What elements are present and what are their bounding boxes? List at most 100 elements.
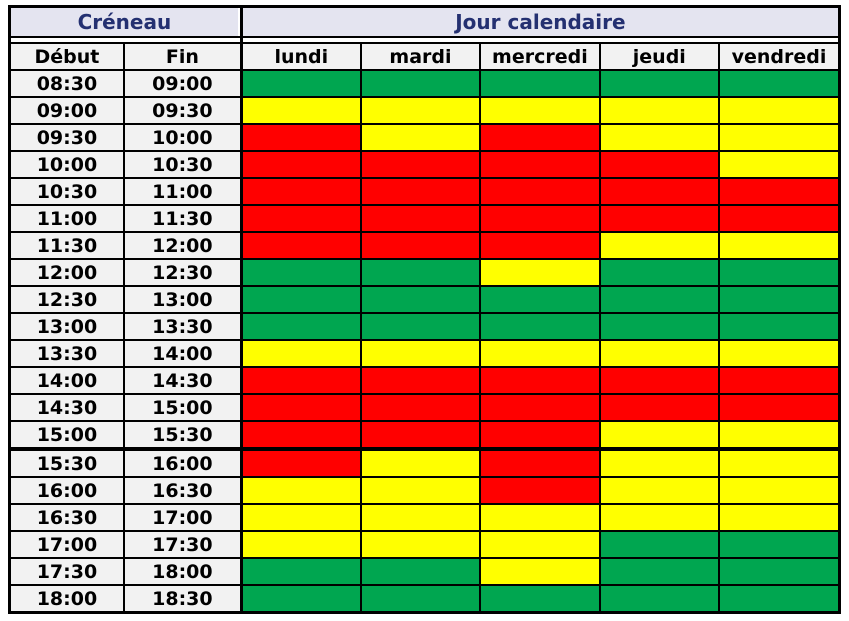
debut-time-cell: 12:00: [8, 258, 125, 287]
slot-cell-mardi-15:30: [359, 448, 482, 478]
slot-cell-jeudi-18:00: [598, 584, 721, 614]
fin-time-cell: 12:30: [122, 258, 243, 287]
slot-cell-lundi-17:00: [239, 530, 362, 559]
fin-time-cell: 13:30: [122, 312, 243, 341]
slot-cell-mardi-13:30: [359, 339, 482, 368]
slot-cell-lundi-18:00: [239, 584, 362, 614]
slot-cell-vendredi-15:30: [718, 448, 841, 478]
fin-time-cell: 17:30: [122, 530, 243, 559]
slot-cell-vendredi-09:30: [718, 123, 841, 152]
slot-cell-vendredi-14:00: [718, 366, 841, 395]
slot-cell-mercredi-14:30: [479, 393, 601, 422]
fin-time-cell: 11:30: [122, 204, 243, 233]
fin-column-header: Fin: [122, 42, 243, 71]
timeslot-row-10:30: 10:30 11:00: [8, 177, 841, 206]
slot-cell-vendredi-10:30: [718, 177, 841, 206]
slot-cell-vendredi-08:30: [718, 69, 841, 98]
slot-cell-jeudi-09:30: [598, 123, 721, 152]
slot-cell-lundi-16:30: [239, 503, 362, 532]
slot-cell-mercredi-18:00: [479, 584, 601, 614]
slot-cell-vendredi-16:00: [718, 476, 841, 505]
timeslot-row-08:30: 08:30 09:00: [8, 69, 841, 98]
slot-cell-mardi-12:30: [359, 285, 482, 314]
slot-cell-lundi-14:00: [239, 366, 362, 395]
timeslot-row-10:00: 10:00 10:30: [8, 150, 841, 179]
slot-cell-lundi-17:30: [239, 557, 362, 586]
slot-cell-jeudi-14:30: [598, 393, 721, 422]
slot-cell-mercredi-15:00: [479, 420, 601, 451]
slot-cell-lundi-11:00: [239, 204, 362, 233]
timeslot-rows: 08:30 09:00 09:00 09:30 09:30 10:00 10:00 10:30…: [8, 69, 841, 614]
slot-cell-mardi-13:00: [359, 312, 482, 341]
slot-cell-mercredi-10:30: [479, 177, 601, 206]
slot-cell-mercredi-12:30: [479, 285, 601, 314]
slot-cell-jeudi-12:00: [598, 258, 721, 287]
slot-cell-jeudi-16:00: [598, 476, 721, 505]
slot-cell-jeudi-09:00: [598, 96, 721, 125]
slot-cell-vendredi-17:30: [718, 557, 841, 586]
slot-cell-vendredi-09:00: [718, 96, 841, 125]
slot-cell-vendredi-12:00: [718, 258, 841, 287]
timeslot-row-12:00: 12:00 12:30: [8, 258, 841, 287]
slot-cell-jeudi-12:30: [598, 285, 721, 314]
slot-cell-mercredi-09:30: [479, 123, 601, 152]
fin-time-cell: 14:30: [122, 366, 243, 395]
slot-cell-mercredi-10:00: [479, 150, 601, 179]
slot-cell-mercredi-08:30: [479, 69, 601, 98]
slot-cell-lundi-16:00: [239, 476, 362, 505]
availability-table: Créneau Jour calendaire Début Fin lundi …: [8, 5, 841, 614]
debut-column-header: Début: [8, 42, 125, 71]
slot-cell-mercredi-14:00: [479, 366, 601, 395]
slot-cell-mercredi-09:00: [479, 96, 601, 125]
timeslot-row-09:00: 09:00 09:30: [8, 96, 841, 125]
slot-cell-lundi-09:00: [239, 96, 362, 125]
debut-time-cell: 14:00: [8, 366, 125, 395]
slot-cell-mercredi-16:00: [479, 476, 601, 505]
debut-time-cell: 09:00: [8, 96, 125, 125]
slot-cell-mardi-11:00: [359, 204, 482, 233]
fin-time-cell: 09:00: [122, 69, 243, 98]
slot-cell-mardi-12:00: [359, 258, 482, 287]
slot-cell-jeudi-14:00: [598, 366, 721, 395]
slot-cell-jeudi-10:30: [598, 177, 721, 206]
timeslot-row-14:00: 14:00 14:30: [8, 366, 841, 395]
slot-cell-jeudi-08:30: [598, 69, 721, 98]
slot-cell-vendredi-18:00: [718, 584, 841, 614]
slot-cell-lundi-15:30: [239, 448, 362, 478]
debut-time-cell: 08:30: [8, 69, 125, 98]
slot-cell-mercredi-16:30: [479, 503, 601, 532]
fin-time-cell: 18:30: [122, 584, 243, 614]
slot-cell-lundi-12:00: [239, 258, 362, 287]
creneau-group-label: Créneau: [11, 8, 238, 36]
slot-cell-jeudi-15:30: [598, 448, 721, 478]
slot-cell-mercredi-17:30: [479, 557, 601, 586]
slot-cell-lundi-13:00: [239, 312, 362, 341]
slot-cell-mardi-09:30: [359, 123, 482, 152]
slot-cell-lundi-12:30: [239, 285, 362, 314]
slot-cell-lundi-08:30: [239, 69, 362, 98]
slot-cell-mardi-17:00: [359, 530, 482, 559]
fin-time-cell: 13:00: [122, 285, 243, 314]
slot-cell-mardi-08:30: [359, 69, 482, 98]
slot-cell-mercredi-15:30: [479, 448, 601, 478]
slot-cell-mardi-10:30: [359, 177, 482, 206]
slot-cell-vendredi-14:30: [718, 393, 841, 422]
fin-time-cell: 17:00: [122, 503, 243, 532]
fin-time-cell: 18:00: [122, 557, 243, 586]
timeslot-row-11:00: 11:00 11:30: [8, 204, 841, 233]
debut-time-cell: 10:00: [8, 150, 125, 179]
slot-cell-vendredi-13:30: [718, 339, 841, 368]
timeslot-row-16:00: 16:00 16:30: [8, 476, 841, 505]
slot-cell-jeudi-13:00: [598, 312, 721, 341]
fin-time-cell: 16:00: [122, 448, 243, 478]
debut-time-cell: 15:30: [8, 448, 125, 478]
slot-cell-vendredi-11:00: [718, 204, 841, 233]
header-spacer-row: [9, 37, 840, 43]
fin-time-cell: 10:30: [122, 150, 243, 179]
slot-cell-jeudi-16:30: [598, 503, 721, 532]
day-header-vendredi: vendredi: [718, 42, 841, 71]
fin-time-cell: 12:00: [122, 231, 243, 260]
debut-time-cell: 17:30: [8, 557, 125, 586]
slot-cell-mercredi-11:30: [479, 231, 601, 260]
